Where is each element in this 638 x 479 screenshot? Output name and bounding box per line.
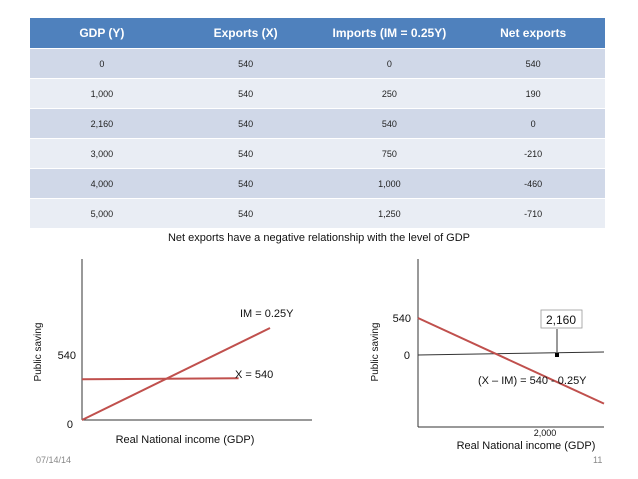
table-cell: 1,250 [317, 198, 462, 228]
table-cell: 540 [173, 168, 318, 199]
exports-series-label: X = 540 [235, 369, 273, 381]
table-cell: -460 [461, 168, 605, 199]
table-cell: 540 [461, 48, 605, 79]
header-net-exports: Net exports [461, 18, 605, 49]
net-exports-chart: 2,160 540 0 2,000 Public saving Real Nat… [370, 259, 605, 452]
table-row: 3,000 540 750 -210 [30, 138, 605, 169]
table-cell: 0 [30, 48, 174, 79]
table-cell: 750 [317, 138, 462, 169]
footer-date: 07/14/14 [36, 455, 72, 465]
table-cell: 540 [173, 108, 318, 139]
left-ytick-0: 0 [67, 419, 73, 431]
header-exports: Exports (X) [173, 18, 318, 49]
right-xtick-2000: 2,000 [534, 428, 557, 438]
exports-line [81, 377, 239, 381]
imports-exports-chart: 0 540 Public saving Real National income… [33, 259, 312, 446]
right-ytick-0: 0 [404, 350, 410, 362]
net-exports-series-label: (X – IM) = 540 - 0.25Y [478, 375, 587, 387]
imports-line [81, 327, 271, 421]
header-gdp: GDP (Y) [30, 18, 174, 49]
table-cell: 540 [173, 78, 318, 109]
table-cell: 0 [461, 108, 605, 139]
table-cell: 4,000 [30, 168, 174, 199]
right-xlabel: Real National income (GDP) [457, 440, 596, 452]
right-ylabel: Public saving [370, 323, 381, 382]
right-ytick-540: 540 [393, 313, 411, 325]
table-cell: 1,000 [317, 168, 462, 199]
table-cell: -710 [461, 198, 605, 228]
table-cell: 3,000 [30, 138, 174, 169]
table-cell: 0 [317, 48, 462, 79]
right-zero-line [417, 351, 605, 356]
annotation-2160: 2,160 [546, 313, 576, 327]
left-ytick-540: 540 [58, 350, 76, 362]
left-ylabel: Public saving [33, 323, 44, 382]
table-cell: 540 [173, 48, 318, 79]
table-row: 1,000 540 250 190 [30, 78, 605, 109]
table-cell: 540 [173, 198, 318, 228]
table-header-row: GDP (Y) Exports (X) Imports (IM = 0.25Y)… [30, 18, 605, 49]
header-imports: Imports (IM = 0.25Y) [317, 18, 462, 49]
table-row: 2,160 540 540 0 [30, 108, 605, 139]
table-cell: 190 [461, 78, 605, 109]
table-cell: 2,160 [30, 108, 174, 139]
chart-caption: Net exports have a negative relationship… [167, 232, 471, 244]
net-exports-table: GDP (Y) Exports (X) Imports (IM = 0.25Y)… [30, 18, 605, 228]
table-cell: 5,000 [30, 198, 174, 228]
imports-series-label: IM = 0.25Y [240, 308, 294, 320]
equilibrium-point [555, 353, 559, 357]
table-cell: 540 [317, 108, 462, 139]
table-cell: 250 [317, 78, 462, 109]
annotation-box [540, 309, 583, 329]
net-exports-line [417, 317, 605, 405]
left-xlabel: Real National income (GDP) [116, 434, 255, 446]
table-row: 5,000 540 1,250 -710 [30, 198, 605, 228]
table-cell: -210 [461, 138, 605, 169]
table-cell: 1,000 [30, 78, 174, 109]
table-cell: 540 [173, 138, 318, 169]
table-row: 4,000 540 1,000 -460 [30, 168, 605, 199]
footer-page-number: 11 [593, 455, 603, 465]
table-row: 0 540 0 540 [30, 48, 605, 79]
